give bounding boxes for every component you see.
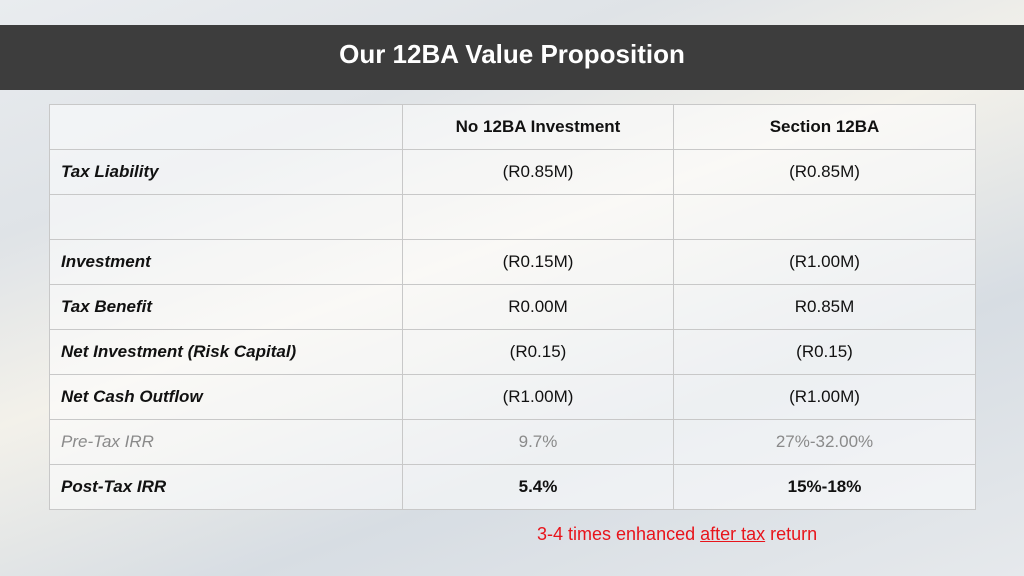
row-label: Pre-Tax IRR [49,419,403,465]
footnote-text: 3-4 times enhanced [537,524,696,544]
cell [49,194,403,240]
row-label: Net Investment (Risk Capital) [49,329,403,375]
row: Post-Tax IRR 5.4% 15%-18% [49,464,976,510]
cell: (R1.00M) [673,374,976,420]
cell: 15%-18% [673,464,976,510]
cell: 5.4% [402,464,674,510]
cell: (R0.85M) [673,149,976,195]
title: Our 12BA Value Proposition [339,39,685,69]
cell: (R0.15) [402,329,674,375]
row: Investment (R0.15M) (R1.00M) [49,239,976,285]
title-bar [0,25,1024,90]
header-row: No 12BA Investment Section 12BA [49,104,976,150]
row: Tax Benefit R0.00M R0.85M [49,284,976,330]
row: Net Cash Outflow (R1.00M) (R1.00M) [49,374,976,420]
row: Tax Liability (R0.85M) (R0.85M) [49,149,976,195]
row-label: Tax Benefit [49,284,403,330]
footnote: 3-4 times enhanced after tax return [537,524,822,545]
header-cell: No 12BA Investment [402,104,674,150]
row: Pre-Tax IRR 9.7% 27%-32.00% [49,419,976,465]
footnote-text: return [770,524,818,544]
cell: 9.7% [402,419,674,465]
cell: R0.85M [673,284,976,330]
cell [402,194,674,240]
cell: (R1.00M) [402,374,674,420]
cell: (R0.85M) [402,149,674,195]
row-label: Post-Tax IRR [49,464,403,510]
spacer-row [49,194,976,240]
cell: 27%-32.00% [673,419,976,465]
footnote-link: after tax [700,524,766,544]
table: No 12BA Investment Section 12BA Tax Liabil… [49,104,976,510]
cell: R0.00M [402,284,674,330]
row-label: Investment [49,239,403,285]
row: Net Investment (Risk Capital) (R0.15) (R0.… [49,329,976,375]
cell [673,194,976,240]
header-cell [49,104,403,150]
header-cell: Section 12BA [673,104,976,150]
row-label: Net Cash Outflow [49,374,403,420]
row-label: Tax Liability [49,149,403,195]
cell: (R1.00M) [673,239,976,285]
cell: (R0.15M) [402,239,674,285]
cell: (R0.15) [673,329,976,375]
